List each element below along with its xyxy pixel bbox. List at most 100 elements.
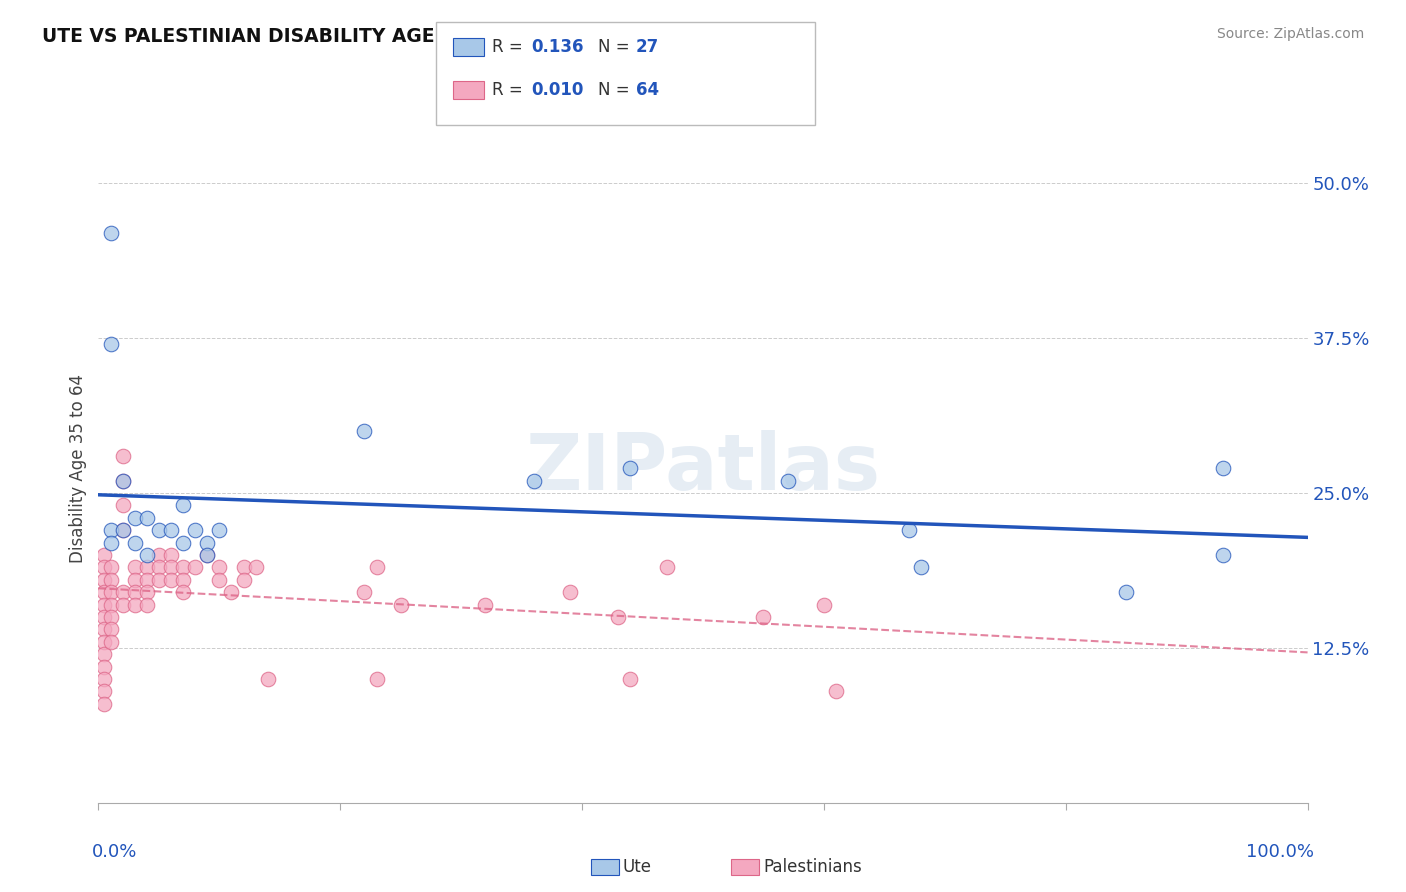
Point	[208, 573, 231, 587]
Point	[124, 511, 146, 525]
Point	[148, 560, 170, 574]
Point	[100, 573, 122, 587]
Point	[135, 585, 157, 599]
Point	[93, 598, 115, 612]
Text: Source: ZipAtlas.com: Source: ZipAtlas.com	[1216, 27, 1364, 41]
Point	[910, 560, 932, 574]
Point	[100, 634, 122, 648]
Point	[124, 585, 146, 599]
Text: 100.0%: 100.0%	[1246, 843, 1313, 861]
Point	[100, 610, 122, 624]
Point	[221, 585, 243, 599]
Point	[100, 337, 122, 351]
Point	[111, 523, 134, 537]
Text: N =: N =	[598, 81, 634, 99]
Point	[160, 548, 183, 562]
Point	[135, 573, 157, 587]
Point	[135, 511, 157, 525]
Point	[366, 560, 388, 574]
Point	[111, 474, 134, 488]
Point	[208, 523, 231, 537]
Point	[111, 474, 134, 488]
Text: 64: 64	[636, 81, 658, 99]
Point	[1212, 548, 1234, 562]
Point	[148, 523, 170, 537]
Point	[124, 573, 146, 587]
Point	[124, 535, 146, 549]
Point	[100, 226, 122, 240]
Point	[100, 523, 122, 537]
Point	[619, 461, 641, 475]
Point	[135, 598, 157, 612]
Point	[558, 585, 581, 599]
Point	[111, 449, 134, 463]
Point	[195, 548, 218, 562]
Point	[93, 659, 115, 673]
Point	[124, 560, 146, 574]
Point	[366, 672, 388, 686]
Text: UTE VS PALESTINIAN DISABILITY AGE 35 TO 64 CORRELATION CHART: UTE VS PALESTINIAN DISABILITY AGE 35 TO …	[42, 27, 766, 45]
Point	[232, 573, 254, 587]
Text: Palestinians: Palestinians	[763, 858, 862, 876]
Point	[897, 523, 920, 537]
Point	[93, 573, 115, 587]
Point	[172, 535, 194, 549]
Point	[1115, 585, 1137, 599]
Text: ZIPatlas: ZIPatlas	[526, 430, 880, 507]
Text: 0.010: 0.010	[531, 81, 583, 99]
Point	[100, 535, 122, 549]
Text: R =: R =	[492, 81, 529, 99]
Point	[172, 560, 194, 574]
Point	[100, 598, 122, 612]
Point	[1212, 461, 1234, 475]
Text: 0.0%: 0.0%	[93, 843, 138, 861]
Point	[93, 684, 115, 698]
Point	[523, 474, 546, 488]
Point	[93, 647, 115, 661]
Text: R =: R =	[492, 38, 529, 56]
Text: Ute: Ute	[623, 858, 652, 876]
Point	[111, 499, 134, 513]
Point	[655, 560, 678, 574]
Point	[93, 634, 115, 648]
Point	[353, 585, 375, 599]
Point	[172, 573, 194, 587]
Point	[93, 585, 115, 599]
Text: 27: 27	[636, 38, 659, 56]
Point	[195, 548, 218, 562]
Point	[111, 523, 134, 537]
Point	[93, 697, 115, 711]
Point	[256, 672, 278, 686]
Point	[135, 548, 157, 562]
Point	[148, 548, 170, 562]
Point	[232, 560, 254, 574]
Text: 0.136: 0.136	[531, 38, 583, 56]
Point	[135, 560, 157, 574]
Point	[160, 573, 183, 587]
Point	[776, 474, 799, 488]
Point	[111, 585, 134, 599]
Point	[124, 598, 146, 612]
Point	[93, 560, 115, 574]
Point	[93, 672, 115, 686]
Point	[160, 560, 183, 574]
Point	[93, 623, 115, 637]
Point	[813, 598, 835, 612]
Point	[100, 560, 122, 574]
Point	[825, 684, 848, 698]
Text: N =: N =	[598, 38, 634, 56]
Point	[389, 598, 412, 612]
Point	[184, 523, 207, 537]
Point	[353, 424, 375, 438]
Point	[607, 610, 630, 624]
Point	[474, 598, 496, 612]
Point	[160, 523, 183, 537]
Point	[148, 573, 170, 587]
Point	[100, 623, 122, 637]
Point	[752, 610, 775, 624]
Point	[93, 610, 115, 624]
Point	[619, 672, 641, 686]
Point	[111, 598, 134, 612]
Point	[100, 585, 122, 599]
Point	[184, 560, 207, 574]
